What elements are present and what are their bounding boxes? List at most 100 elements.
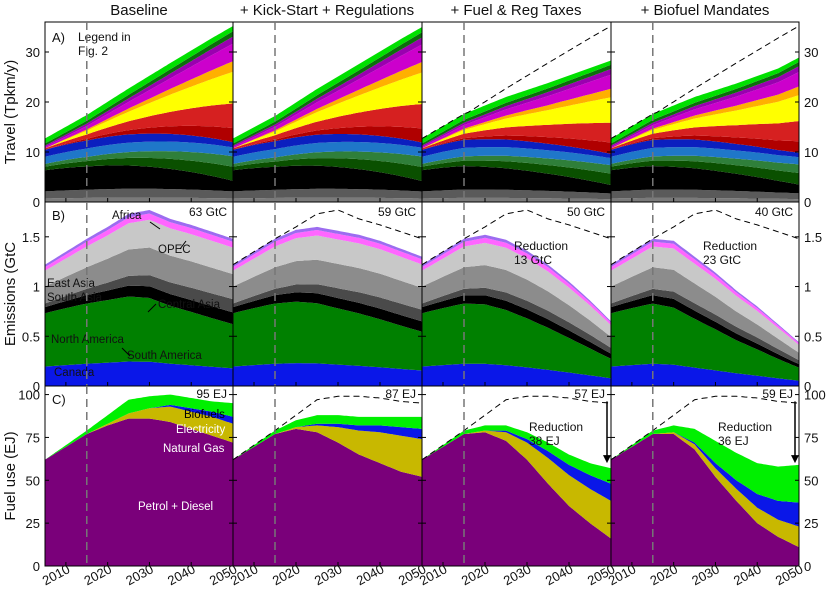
- fuel-label: Natural Gas: [163, 443, 225, 455]
- y-tick-label-right: 25: [804, 516, 818, 531]
- travel-band: [611, 95, 799, 149]
- travel-band: [233, 126, 422, 150]
- emissions-band-canada: [45, 361, 233, 386]
- y-tick-label: 25: [26, 516, 40, 531]
- travel-band: [45, 151, 233, 167]
- y-tick-label-right: 0: [804, 195, 811, 210]
- travel-band: [422, 88, 611, 149]
- column-title: + Biofuel Mandates: [641, 2, 770, 19]
- emissions-band-central-asia: [45, 275, 233, 313]
- travel-band: [422, 135, 611, 154]
- reduction-arrowhead: [791, 455, 799, 464]
- panel-label: C): [52, 392, 66, 407]
- y-tick-label: 0: [33, 559, 40, 574]
- travel-band: [45, 71, 233, 149]
- fuel-total: 59 EJ: [762, 387, 793, 401]
- travel-band: [45, 197, 233, 202]
- region-label: South America: [127, 350, 202, 362]
- y-tick-label-right: 0: [804, 559, 811, 574]
- fuel-reduction: Reduction 36 EJ: [718, 420, 772, 448]
- y-tick-label: 0: [33, 379, 40, 394]
- travel-band: [422, 160, 611, 185]
- fuel-band-petrol: [422, 432, 611, 566]
- travel-band: [422, 74, 611, 149]
- y-tick-label-right: 1.5: [804, 230, 822, 245]
- travel-band: [233, 197, 422, 202]
- travel-band: [611, 166, 799, 194]
- emissions-band-north-america: [611, 295, 799, 368]
- fuel-band-petrol: [45, 418, 233, 566]
- y-tick-label-right: 30: [804, 45, 818, 60]
- travel-band: [422, 147, 611, 166]
- baseline-dashed-line: [610, 209, 800, 266]
- fuel-band-petrol: [611, 434, 799, 566]
- y-tick-label: 75: [26, 430, 40, 445]
- travel-band: [422, 60, 611, 144]
- fuel-band-biofuels: [233, 415, 422, 460]
- y-tick-label-right: 10: [804, 145, 818, 160]
- travel-band: [422, 155, 611, 174]
- travel-band: [422, 197, 611, 202]
- travel-band: [45, 103, 233, 150]
- legend-note: Legend in Fig. 2: [78, 30, 131, 58]
- travel-band: [45, 188, 233, 199]
- travel-band: [422, 139, 611, 159]
- reduction-arrowhead: [603, 455, 611, 464]
- fuel-band-electricity: [611, 432, 799, 527]
- y-tick-label: 30: [26, 45, 40, 60]
- emissions-reduction: Reduction 13 GtC: [514, 239, 568, 267]
- travel-band: [233, 134, 422, 157]
- travel-band: [611, 121, 799, 150]
- y-tick-label: 10: [26, 145, 40, 160]
- travel-band: [233, 32, 422, 146]
- emissions-reduction: Reduction 23 GtC: [703, 239, 757, 267]
- axes: 0 0 10 10 20 20 30 30 Travel (Tpkm/y) 0 0 0.5 0.5 1 1 1…: [2, 21, 826, 588]
- emissions-total: 40 GtC: [755, 205, 793, 219]
- emissions-total: 63 GtC: [189, 205, 227, 219]
- emissions-band-africa: [45, 210, 233, 268]
- panel-label: A): [52, 30, 65, 45]
- fuel-label: Electricity: [176, 424, 225, 436]
- y-tick-label-right: 100: [804, 388, 826, 403]
- travel-band: [422, 189, 611, 200]
- emissions-band-south-asia: [45, 247, 233, 304]
- travel-band: [45, 165, 233, 192]
- y-tick-label: 50: [26, 473, 40, 488]
- fuel-band-gas: [422, 430, 611, 539]
- travel-band: [45, 61, 233, 149]
- emissions-band-east-asia: [233, 235, 422, 288]
- travel-band: [233, 37, 422, 147]
- region-label: OPEC: [158, 244, 191, 256]
- baseline-dashed-line: [421, 25, 612, 139]
- panel-row-3: 95 EJ 87 EJ 57 EJ Reduction 38 EJ 59 EJ Reduct…: [45, 387, 800, 566]
- travel-band: [233, 141, 422, 164]
- region-label: North America: [51, 334, 124, 346]
- travel-band: [233, 165, 422, 192]
- emissions-band-north-america: [45, 285, 233, 325]
- emissions-band-south-asia: [233, 259, 422, 310]
- y-axis-label: Emissions (GtC: [2, 242, 19, 346]
- y-tick-label-right: 20: [804, 95, 818, 110]
- travel-band: [45, 141, 233, 164]
- baseline-dashed-line: [610, 25, 800, 139]
- travel-band: [611, 189, 799, 200]
- travel-band: [233, 151, 422, 167]
- emissions-band-canada: [611, 363, 799, 386]
- travel-band: [45, 133, 233, 157]
- fuel-band-gas: [45, 406, 233, 460]
- y-axis-label: Travel (Tpkm/y): [2, 60, 19, 164]
- panel-row-2: 63 GtC 59 GtC 50 GtC Reduction 13 GtC 40 GtC R…: [45, 205, 800, 386]
- travel-band: [611, 197, 799, 202]
- fuel-band-gas: [611, 432, 799, 548]
- emissions-band-south-asia: [422, 265, 611, 348]
- travel-band: [45, 26, 233, 144]
- y-tick-label: 0: [33, 195, 40, 210]
- fuel-total: 95 EJ: [196, 387, 227, 401]
- fuel-label: Biofuels: [184, 409, 225, 421]
- fuel-total: 87 EJ: [385, 387, 416, 401]
- travel-band: [611, 86, 799, 149]
- y-tick-label: 1.5: [22, 230, 40, 245]
- travel-band: [233, 27, 422, 144]
- y-tick-label-right: 0: [804, 379, 811, 394]
- panel-row-1: A) Legend in Fig. 2: [45, 25, 800, 202]
